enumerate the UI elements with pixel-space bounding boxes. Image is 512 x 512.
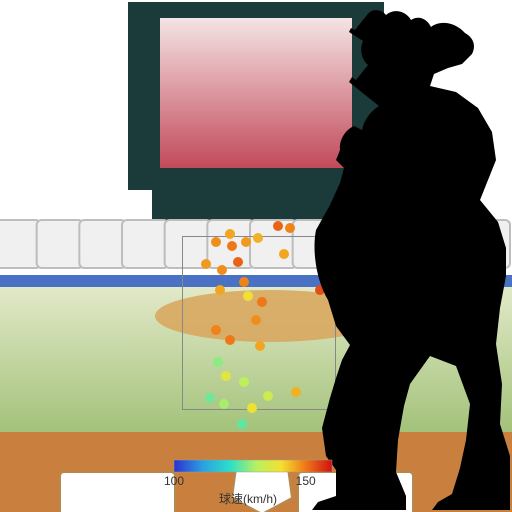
pitch-location-chart: 100 150 球速(km/h) (0, 0, 512, 512)
legend-tick: 100 (164, 474, 184, 488)
legend-caption: 球速(km/h) (219, 490, 277, 507)
legend-tick: 150 (296, 474, 316, 488)
color-legend (0, 0, 512, 512)
